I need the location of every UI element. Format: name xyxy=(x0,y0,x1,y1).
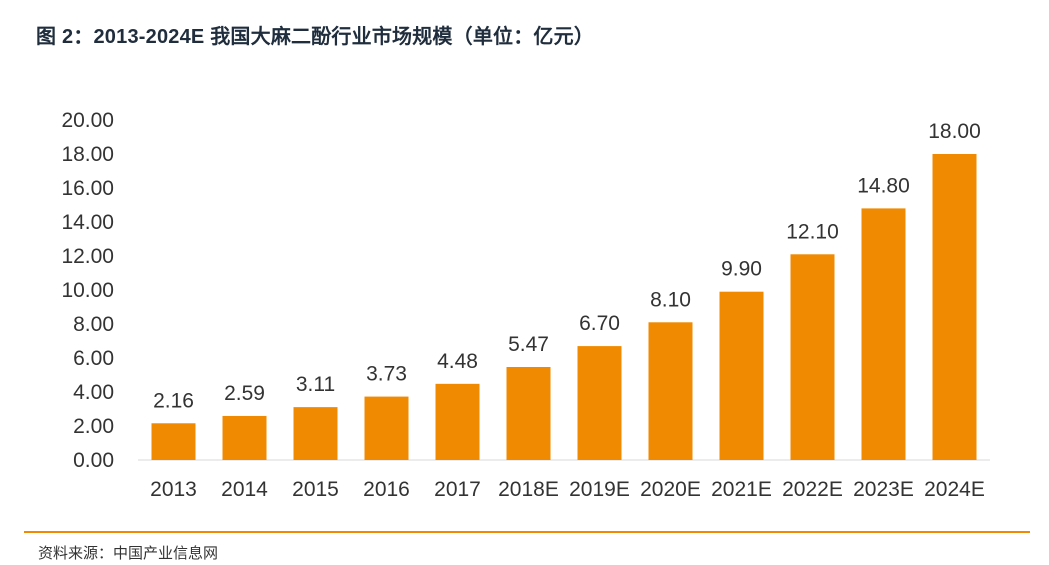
y-tick-label: 0.00 xyxy=(73,449,114,472)
data-label: 8.10 xyxy=(650,288,691,311)
y-axis: 0.00 2.00 4.00 6.00 8.00 10.00 12.00 14.00 16.00… xyxy=(61,109,114,472)
bar xyxy=(293,407,338,460)
x-tick-label: 2018E xyxy=(498,478,559,501)
y-tick-label: 4.00 xyxy=(73,381,114,404)
x-axis: 2013 2014 2015 2016 2017 2018E 2019E 2020E 2021E… xyxy=(138,459,990,501)
bar xyxy=(577,346,622,460)
bar xyxy=(506,367,551,460)
bar xyxy=(790,254,835,460)
bar xyxy=(364,396,409,460)
data-label: 9.90 xyxy=(721,258,762,281)
data-label: 3.11 xyxy=(296,373,335,396)
bar xyxy=(222,415,267,460)
chart-title: 图 2：2013-2024E 我国大麻二酚行业市场规模（单位：亿元） xyxy=(36,26,595,48)
data-label: 12.10 xyxy=(786,220,839,243)
y-tick-label: 18.00 xyxy=(61,143,114,166)
x-tick-label: 2022E xyxy=(782,478,843,501)
data-label: 2.59 xyxy=(224,382,265,405)
x-tick-label: 2013 xyxy=(150,478,197,501)
x-tick-label: 2021E xyxy=(711,478,772,501)
bar xyxy=(932,154,977,460)
x-tick-label: 2023E xyxy=(853,478,914,501)
bar-series xyxy=(151,154,977,460)
data-label: 6.70 xyxy=(579,312,620,335)
bar xyxy=(151,423,196,460)
source-note: 资料来源：中国产业信息网 xyxy=(38,545,219,562)
x-tick-label: 2020E xyxy=(640,478,701,501)
y-tick-label: 12.00 xyxy=(61,245,114,268)
bar xyxy=(719,291,764,460)
y-tick-label: 10.00 xyxy=(61,279,114,302)
data-label: 5.47 xyxy=(508,333,549,356)
data-label: 2.16 xyxy=(153,389,194,412)
x-tick-label: 2024E xyxy=(924,478,985,501)
bar xyxy=(435,383,480,460)
y-tick-label: 2.00 xyxy=(73,415,114,438)
x-tick-label: 2019E xyxy=(569,478,630,501)
y-tick-label: 8.00 xyxy=(73,313,114,336)
data-label: 3.73 xyxy=(366,363,407,386)
x-tick-label: 2015 xyxy=(292,478,339,501)
y-tick-label: 20.00 xyxy=(61,109,114,132)
data-label: 14.80 xyxy=(857,174,910,197)
x-tick-label: 2014 xyxy=(221,478,268,501)
data-label: 4.48 xyxy=(437,350,478,373)
bar xyxy=(648,322,693,460)
data-labels: 2.16 2.59 3.11 3.73 4.48 5.47 6.70 8.10 9.90 12.1… xyxy=(153,120,981,412)
y-tick-label: 6.00 xyxy=(73,347,114,370)
bar xyxy=(861,208,906,460)
y-tick-label: 14.00 xyxy=(61,211,114,234)
y-tick-label: 16.00 xyxy=(61,177,114,200)
source-divider xyxy=(24,531,1030,533)
x-tick-label: 2016 xyxy=(363,478,410,501)
x-tick-label: 2017 xyxy=(434,478,481,501)
data-label: 18.00 xyxy=(928,120,981,143)
